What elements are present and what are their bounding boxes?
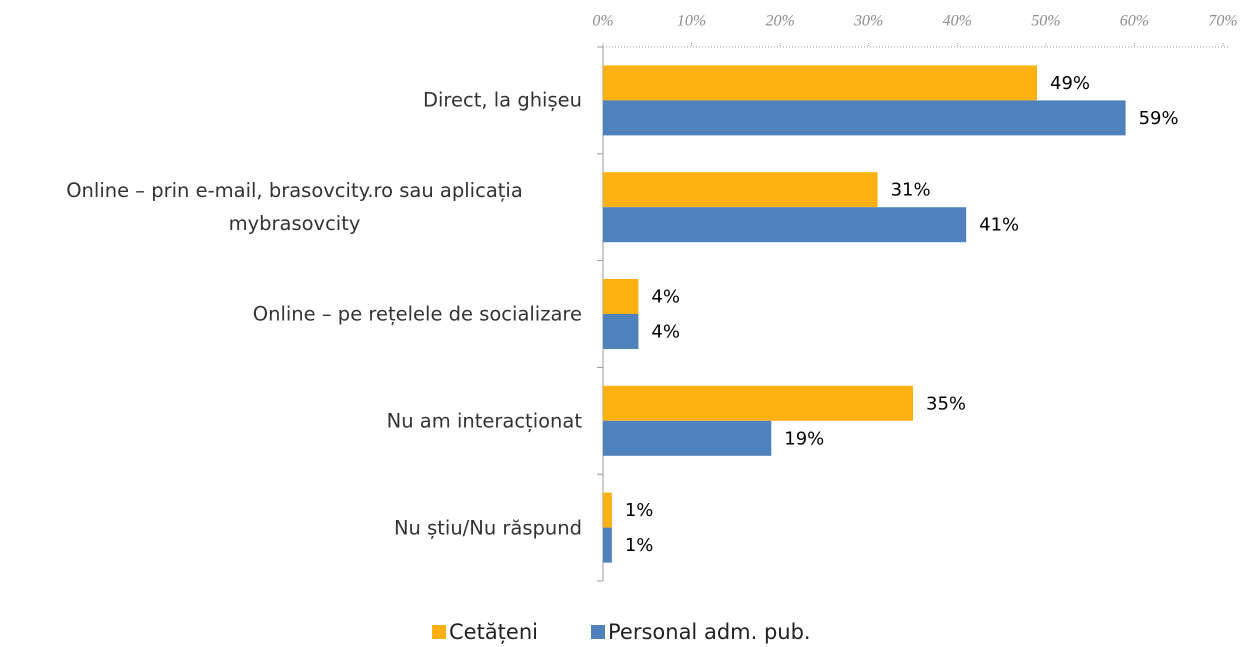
data-label: 31%: [891, 180, 931, 201]
bar: [603, 207, 967, 243]
x-tick-label: 70%: [1208, 13, 1237, 30]
category-text: Nu am interacționat: [386, 409, 582, 433]
data-label: 35%: [926, 393, 966, 414]
x-tick-label: 50%: [1031, 13, 1060, 30]
x-tick-label: 30%: [853, 13, 883, 30]
category-text: Online – prin e-mail, brasovcity.ro sau …: [66, 179, 523, 236]
bar: [603, 314, 639, 349]
bar: [603, 420, 772, 456]
category-text: Nu știu/Nu răspund: [393, 516, 582, 540]
category-label: Nu știu/Nu răspund: [0, 511, 582, 544]
category-label: Direct, la ghișeu: [0, 84, 582, 117]
category-text: Direct, la ghișeu: [422, 88, 582, 112]
data-label: 1%: [625, 535, 654, 556]
category-text: Online – pe rețelele de socializare: [252, 302, 582, 326]
bar: [603, 492, 612, 528]
data-label: 19%: [784, 428, 824, 449]
data-label: 4%: [651, 322, 680, 343]
x-tick-label: 0%: [592, 13, 613, 30]
bar: [603, 385, 913, 421]
legend-swatch: [432, 625, 446, 639]
data-label: 1%: [625, 500, 654, 521]
x-tick-label: 20%: [765, 13, 794, 30]
bar: [603, 279, 639, 314]
data-label: 59%: [1139, 108, 1179, 129]
x-tick-label: 60%: [1120, 13, 1149, 30]
legend-label: Cetățeni: [449, 620, 538, 644]
bar: [603, 65, 1037, 101]
bar: [603, 100, 1126, 136]
bar: [603, 172, 878, 208]
category-label: Online – prin e-mail, brasovcity.ro sau …: [0, 174, 582, 240]
legend-swatch: [591, 625, 605, 639]
data-label: 49%: [1050, 73, 1090, 94]
x-tick-label: 10%: [677, 13, 706, 30]
data-label: 41%: [979, 215, 1019, 236]
category-label: Online – pe rețelele de socializare: [0, 298, 582, 331]
category-label: Nu am interacționat: [0, 404, 582, 437]
data-label: 4%: [651, 287, 680, 308]
bar: [603, 527, 612, 563]
legend-label: Personal adm. pub.: [608, 620, 811, 644]
x-tick-label: 40%: [943, 13, 972, 30]
